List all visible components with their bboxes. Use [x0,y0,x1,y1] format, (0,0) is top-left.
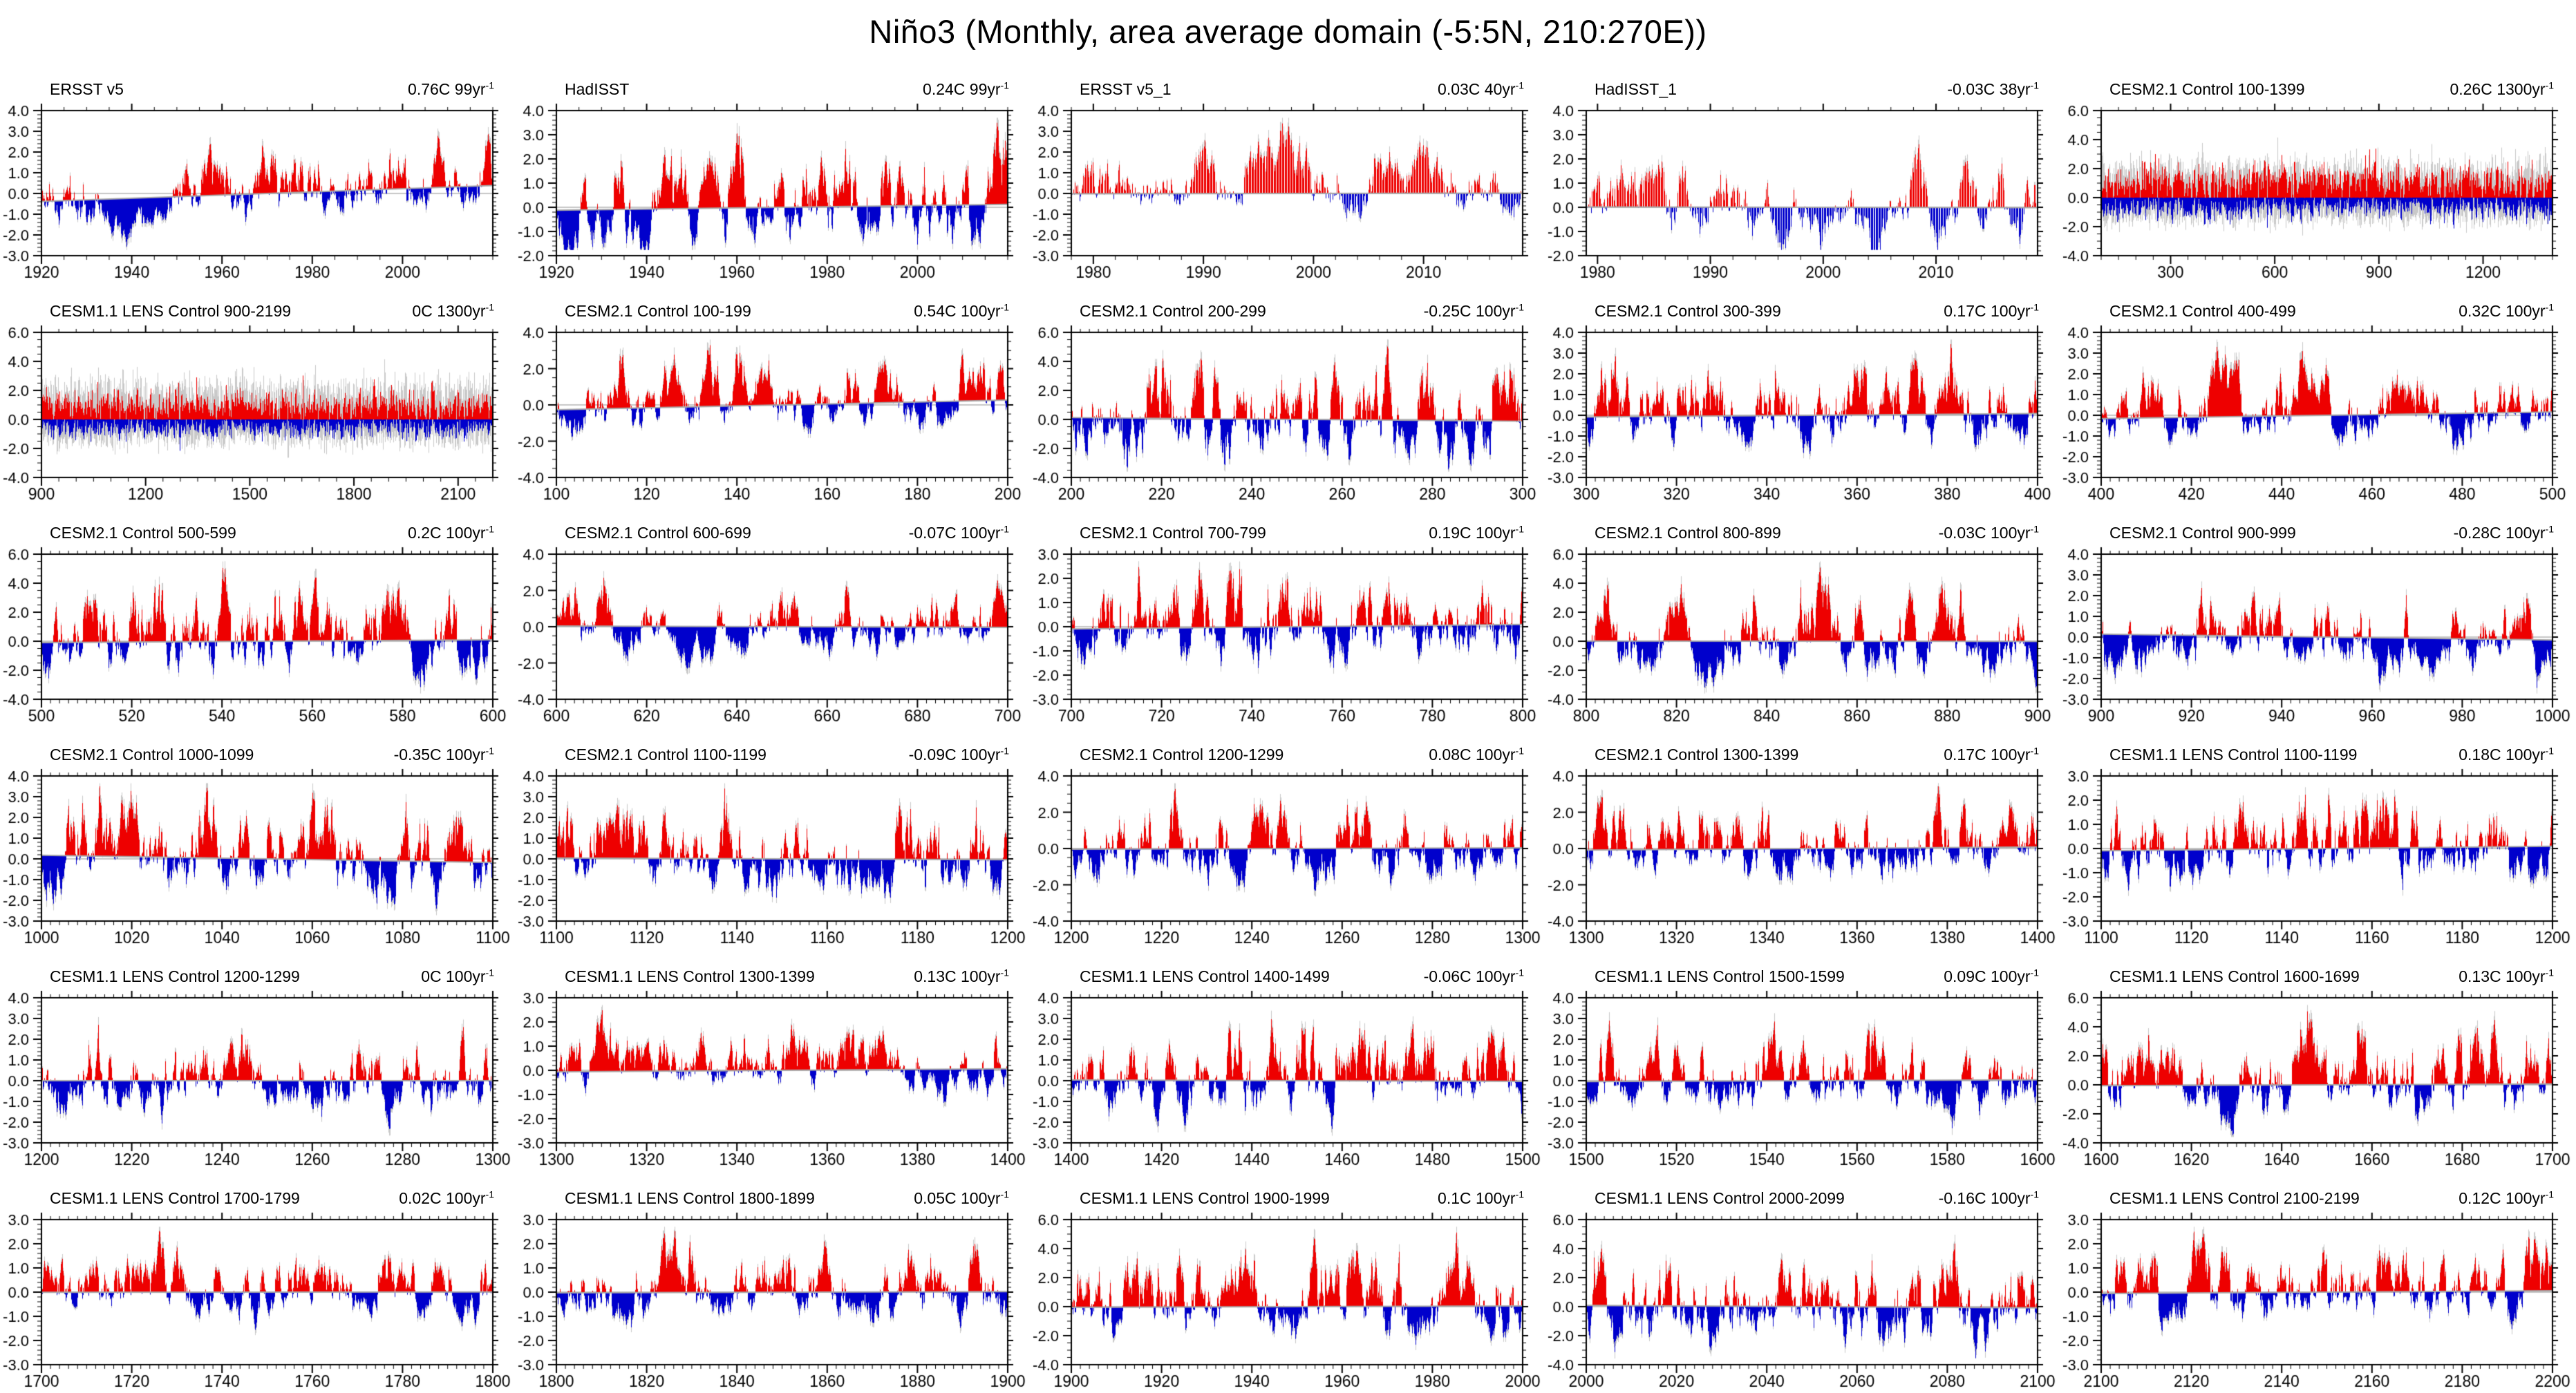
panel-plot-canvas [515,1171,1030,1393]
panel-plot-canvas [515,284,1030,506]
panel-plot-canvas [0,1171,515,1393]
chart-panel: CESM2.1 Control 1000-1099 -0.35C 100yr-1 [0,728,515,949]
panel-plot-canvas [1030,949,1545,1171]
panel-plot-canvas [2060,284,2575,506]
chart-panel: ERSST v5_1 0.03C 40yr-1 [1030,62,1545,284]
chart-panel: CESM2.1 Control 1100-1199 -0.09C 100yr-1 [515,728,1030,949]
chart-panel: CESM2.1 Control 1300-1399 0.17C 100yr-1 [1545,728,2060,949]
panel-plot-canvas [515,506,1030,728]
chart-panel: CESM2.1 Control 500-599 0.2C 100yr-1 [0,506,515,728]
panel-plot-canvas [2060,506,2575,728]
chart-panel: CESM1.1 LENS Control 1100-1199 0.18C 100… [2060,728,2575,949]
panel-plot-canvas [515,62,1030,284]
chart-panel: CESM2.1 Control 800-899 -0.03C 100yr-1 [1545,506,2060,728]
panel-plot-canvas [1545,728,2060,949]
chart-panel: CESM1.1 LENS Control 1700-1799 0.02C 100… [0,1171,515,1393]
panel-plot-canvas [515,949,1030,1171]
panel-plot-canvas [1545,949,2060,1171]
panel-plot-canvas [1030,62,1545,284]
chart-panel: CESM1.1 LENS Control 1200-1299 0C 100yr-… [0,949,515,1171]
chart-panel: ERSST v5 0.76C 99yr-1 [0,62,515,284]
panel-plot-canvas [0,949,515,1171]
chart-panel: CESM2.1 Control 300-399 0.17C 100yr-1 [1545,284,2060,506]
chart-panel: CESM2.1 Control 400-499 0.32C 100yr-1 [2060,284,2575,506]
panel-plot-canvas [1030,728,1545,949]
chart-panel: CESM2.1 Control 200-299 -0.25C 100yr-1 [1030,284,1545,506]
chart-panel: CESM2.1 Control 900-999 -0.28C 100yr-1 [2060,506,2575,728]
panel-plot-canvas [2060,1171,2575,1393]
chart-panel: CESM1.1 LENS Control 1800-1899 0.05C 100… [515,1171,1030,1393]
panel-plot-canvas [1030,284,1545,506]
chart-panel: CESM2.1 Control 100-199 0.54C 100yr-1 [515,284,1030,506]
panel-plot-canvas [0,284,515,506]
page-title: Niño3 (Monthly, area average domain (-5:… [869,12,1707,50]
panel-plot-canvas [0,62,515,284]
chart-panel: HadISST 0.24C 99yr-1 [515,62,1030,284]
panel-plot-canvas [1545,1171,2060,1393]
panel-plot-canvas [2060,949,2575,1171]
chart-panel: CESM1.1 LENS Control 900-2199 0C 1300yr-… [0,284,515,506]
chart-panel: CESM1.1 LENS Control 1900-1999 0.1C 100y… [1030,1171,1545,1393]
panel-plot-canvas [1545,284,2060,506]
panel-plot-canvas [1545,506,2060,728]
chart-panel: CESM2.1 Control 100-1399 0.26C 1300yr-1 [2060,62,2575,284]
panel-plot-canvas [1030,1171,1545,1393]
panel-plot-canvas [515,728,1030,949]
chart-panel: CESM2.1 Control 700-799 0.19C 100yr-1 [1030,506,1545,728]
chart-panel: CESM1.1 LENS Control 2100-2199 0.12C 100… [2060,1171,2575,1393]
chart-panel: CESM2.1 Control 1200-1299 0.08C 100yr-1 [1030,728,1545,949]
panel-plot-canvas [2060,728,2575,949]
chart-panel: CESM1.1 LENS Control 2000-2099 -0.16C 10… [1545,1171,2060,1393]
chart-panel: CESM2.1 Control 600-699 -0.07C 100yr-1 [515,506,1030,728]
panel-plot-canvas [1030,506,1545,728]
chart-panel: CESM1.1 LENS Control 1300-1399 0.13C 100… [515,949,1030,1171]
chart-panel: HadISST_1 -0.03C 38yr-1 [1545,62,2060,284]
panel-grid: ERSST v5 0.76C 99yr-1 HadISST 0.24C 99yr… [0,62,2575,1393]
chart-panel: CESM1.1 LENS Control 1600-1699 0.13C 100… [2060,949,2575,1171]
panel-plot-canvas [0,728,515,949]
panel-plot-canvas [1545,62,2060,284]
panel-plot-canvas [2060,62,2575,284]
chart-panel: CESM1.1 LENS Control 1500-1599 0.09C 100… [1545,949,2060,1171]
chart-panel: CESM1.1 LENS Control 1400-1499 -0.06C 10… [1030,949,1545,1171]
panel-plot-canvas [0,506,515,728]
